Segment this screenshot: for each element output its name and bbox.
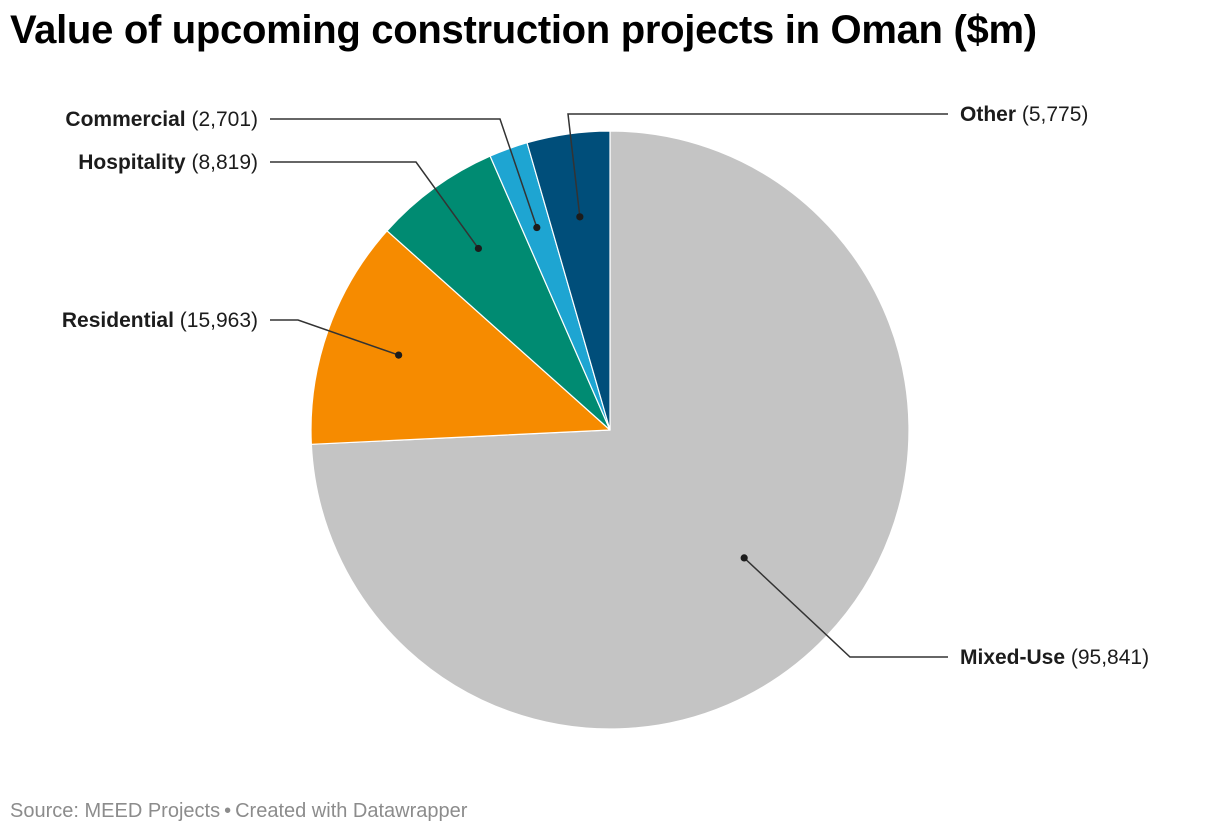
slice-label-value: (95,841) [1065, 646, 1149, 669]
leader-line-mixed-use [743, 557, 948, 658]
slice-label-other: Other (5,775) [960, 103, 1088, 126]
slice-label-mixed-use: Mixed-Use (95,841) [960, 646, 1149, 669]
slice-labels: Mixed-Use (95,841) Residential (15,963) Ho… [62, 103, 1149, 669]
pie-slices [310, 130, 910, 730]
leader-dot-mixed-use [740, 554, 748, 562]
leader-line-residential [270, 319, 399, 356]
leader-dot-commercial [533, 223, 541, 232]
slice-label-name: Other [960, 103, 1016, 126]
leader-line-commercial [270, 118, 538, 228]
slice-label-commercial: Commercial (2,701) [65, 108, 258, 131]
leader-dot-hospitality [474, 244, 483, 253]
slice-label-value: (15,963) [174, 309, 258, 332]
leader-line-hospitality [270, 161, 480, 249]
leader-line-other [567, 113, 948, 217]
slice-label-value: (8,819) [186, 151, 258, 174]
leader-dot-other [576, 213, 584, 221]
slice-label-name: Mixed-Use [960, 646, 1065, 669]
credit-note: Created with Datawrapper [235, 800, 468, 822]
slice-label-name: Residential [62, 309, 174, 332]
slice-label-name: Hospitality [78, 151, 186, 174]
slice-label-residential: Residential (15,963) [62, 309, 258, 332]
slice-label-hospitality: Hospitality (8,819) [78, 151, 258, 174]
chart-title: Value of upcoming construction projects … [10, 8, 1037, 52]
label-leaders [270, 113, 948, 658]
leader-dot-residential [395, 351, 403, 359]
slice-label-name: Commercial [65, 108, 185, 131]
slice-label-value: (2,701) [186, 108, 258, 131]
source-note: Source: MEED Projects [10, 800, 221, 822]
chart-footer: Source: MEED Projects • Created with Dataw… [10, 800, 467, 823]
slice-label-value: (5,775) [1016, 103, 1088, 126]
footer-separator: • [224, 800, 232, 822]
pie-slice-other [526, 130, 611, 431]
